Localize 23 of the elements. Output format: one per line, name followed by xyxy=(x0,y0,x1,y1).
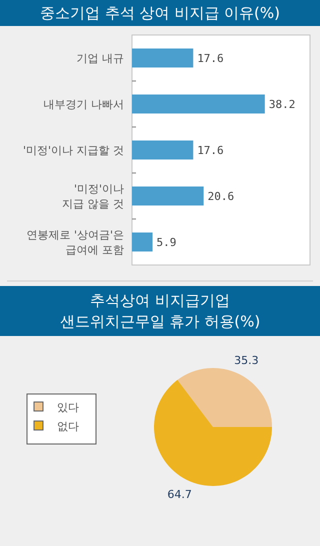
data-label: 17.6 xyxy=(197,52,224,65)
bar xyxy=(132,94,265,114)
pie-slice xyxy=(154,380,272,486)
chart-title: 중소기업 추석 상여 비지급 이유(%) xyxy=(40,4,280,22)
data-label: 64.7 xyxy=(167,488,192,502)
y-tick-label: '미정'이나 지급 않을 것 xyxy=(62,182,124,210)
chart-title: 추석상여 비지급기업 샌드위치근무일 휴가 허용(%) xyxy=(60,292,260,330)
data-label: 38.2 xyxy=(268,98,296,111)
data-label: 17.6 xyxy=(197,144,224,157)
y-tick-label: 내부경기 나빠서 xyxy=(44,98,124,111)
pie-slice xyxy=(177,368,272,427)
bar xyxy=(132,48,194,68)
data-label: 35.3 xyxy=(234,354,259,367)
bar xyxy=(132,140,194,160)
bar xyxy=(132,186,204,206)
legend-label: 없다 xyxy=(57,420,79,433)
y-tick-label: '미정'이나 지급할 것 xyxy=(22,144,124,157)
data-label: 20.6 xyxy=(208,190,234,203)
data-label: 5.9 xyxy=(156,236,176,249)
y-tick-label: 기업 내규 xyxy=(76,52,124,65)
legend-label: 있다 xyxy=(57,401,79,414)
bar xyxy=(132,232,153,252)
y-tick-label: 연봉제로 '상여금'은 급여에 포함 xyxy=(26,228,124,256)
